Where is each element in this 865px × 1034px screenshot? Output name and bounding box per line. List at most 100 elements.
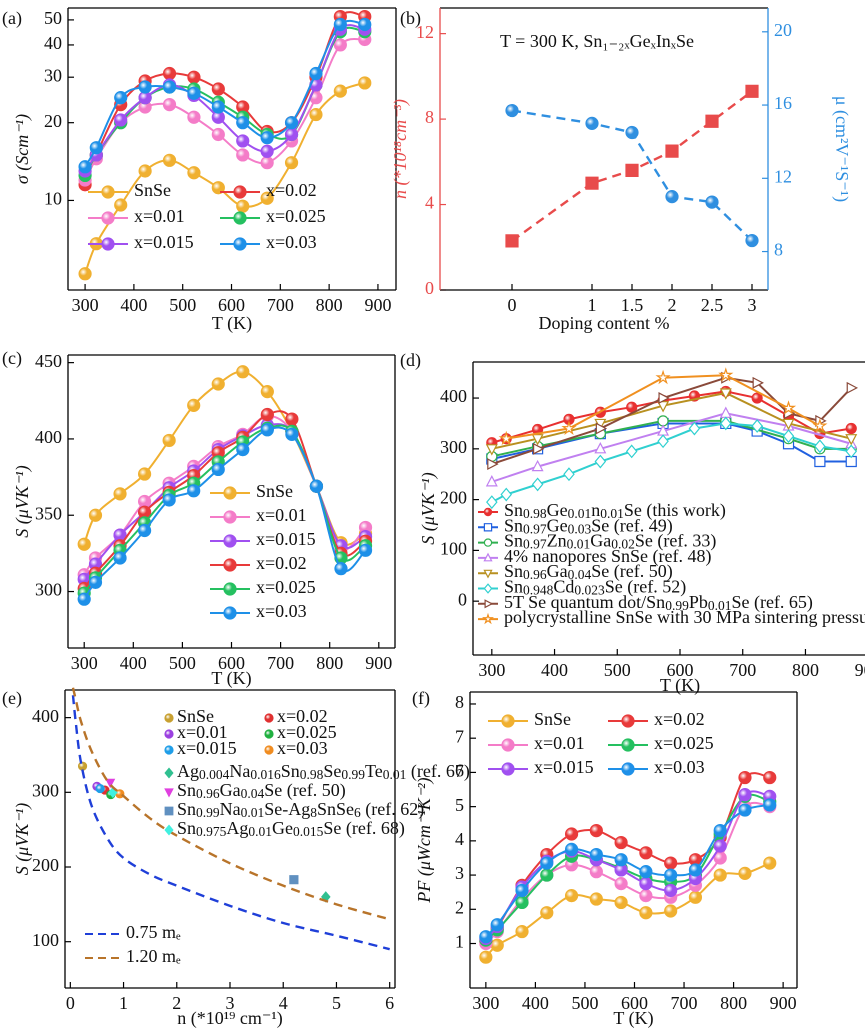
x-tick-label: 300: [478, 660, 505, 680]
legend-marker: [223, 534, 237, 548]
data-point: [664, 883, 678, 898]
y-tick-label: 400: [440, 386, 467, 406]
data-point: [658, 392, 670, 405]
data-point: [625, 125, 639, 140]
legend-marker: [483, 552, 493, 562]
x-tick-label: 3: [226, 993, 235, 1013]
data-point: [137, 467, 152, 481]
legend-marker: [223, 606, 237, 620]
data-point: [639, 877, 653, 891]
legend-marker: [223, 510, 237, 524]
x-tick-label: 900: [364, 295, 391, 315]
data-point: [738, 866, 752, 880]
x-axis-title: T (K): [212, 313, 252, 334]
legend-label: Sn0.98Ge0.01n0.01Se (this work): [504, 500, 726, 521]
data-point: [563, 467, 575, 482]
y-tick-label: 30: [44, 65, 62, 85]
legend-marker: [483, 583, 493, 594]
x-tick-label: 1.5: [621, 295, 644, 315]
series-line: [485, 772, 770, 943]
x-tick-label: 700: [671, 993, 698, 1013]
y-tick-label: 4: [425, 193, 434, 213]
x-tick-label: 400: [120, 295, 147, 315]
data-point: [531, 434, 544, 446]
y-axis-title: n (*10¹⁸cm⁻³): [390, 99, 411, 199]
x-axis-title: T (K): [660, 675, 700, 696]
data-point: [713, 839, 727, 853]
x-tick-label: 300: [71, 653, 98, 673]
data-point: [187, 166, 201, 180]
data-point: [639, 865, 653, 879]
data-point: [639, 906, 653, 920]
data-point: [738, 788, 752, 802]
data-point: [561, 420, 577, 435]
y-axis-title: S (μVK⁻¹): [12, 465, 33, 537]
series-line: [71, 695, 390, 951]
y-tick-label: 5: [455, 795, 464, 815]
data-point: [211, 181, 225, 195]
y-tick-label: 8: [455, 692, 464, 712]
legend-label: Ag0.004Na0.016Sn0.98Se0.99Te0.01 (ref. 6…: [177, 761, 470, 782]
data-point: [745, 233, 759, 248]
x-axis-title: n (*10¹⁹ cm⁻¹): [177, 1008, 283, 1029]
x-tick-label: 600: [667, 660, 694, 680]
y-tick-label: 3: [455, 863, 464, 883]
y-tick-label: 6: [455, 761, 464, 781]
data-point: [533, 442, 545, 455]
y-tick-label: 400: [32, 706, 59, 726]
data-point: [498, 430, 514, 446]
data-point: [719, 406, 732, 418]
data-point: [211, 462, 225, 477]
legend-label: Sn0.948Cd0.023Se (ref. 52): [504, 577, 686, 598]
series-line: [511, 90, 753, 242]
legend-marker: [483, 507, 493, 517]
legend-label: x=0.025: [256, 577, 316, 597]
panel-label: (a): [2, 8, 22, 29]
x-axis-title: T (K): [211, 668, 251, 689]
legend-label: polycrystalline SnSe with 30 MPa sinteri…: [504, 607, 865, 628]
data-point: [137, 523, 152, 538]
data-point: [688, 421, 701, 436]
data-point: [260, 407, 274, 422]
data-point: [358, 543, 373, 557]
data-point: [585, 176, 599, 190]
data-point: [500, 487, 513, 502]
data-point: [751, 419, 763, 433]
x-axis-title: Doping content %: [539, 313, 670, 333]
data-point: [236, 443, 250, 457]
data-point: [614, 877, 628, 891]
x-tick-label: 800: [720, 993, 747, 1013]
y-tick-label: 4: [455, 829, 464, 849]
x-tick-label: 400: [522, 993, 549, 1013]
data-point: [260, 131, 274, 145]
series-line: [506, 374, 821, 440]
data-point: [845, 422, 857, 435]
legend-label: x=0.02: [266, 180, 317, 200]
legend-label: SnSe: [134, 180, 171, 200]
data-point: [846, 381, 859, 394]
data-point: [738, 803, 752, 817]
legend-label: Sn0.96Ga0.04Se (ref. 50): [177, 780, 346, 801]
data-point: [88, 508, 103, 522]
x-tick-label: 1: [119, 993, 128, 1013]
legend-label: 0.75 mₑ: [126, 922, 181, 942]
data-point: [485, 475, 498, 487]
x-tick-label: 700: [729, 660, 756, 680]
data-point: [211, 377, 225, 391]
data-point: [531, 459, 544, 472]
data-point: [479, 930, 493, 944]
data-point: [540, 868, 554, 882]
data-point: [719, 388, 732, 400]
data-point: [358, 17, 372, 32]
data-point: [260, 144, 274, 158]
data-point: [751, 392, 763, 404]
data-point: [88, 575, 103, 589]
data-point: [77, 537, 91, 551]
x-tick-label: 600: [621, 993, 648, 1013]
legend-marker: [264, 729, 274, 739]
legend-label: x=0.025: [266, 206, 326, 226]
data-point: [664, 856, 678, 870]
data-point: [236, 148, 250, 162]
y-tick-label: 7: [455, 726, 464, 746]
data-point: [309, 66, 323, 81]
